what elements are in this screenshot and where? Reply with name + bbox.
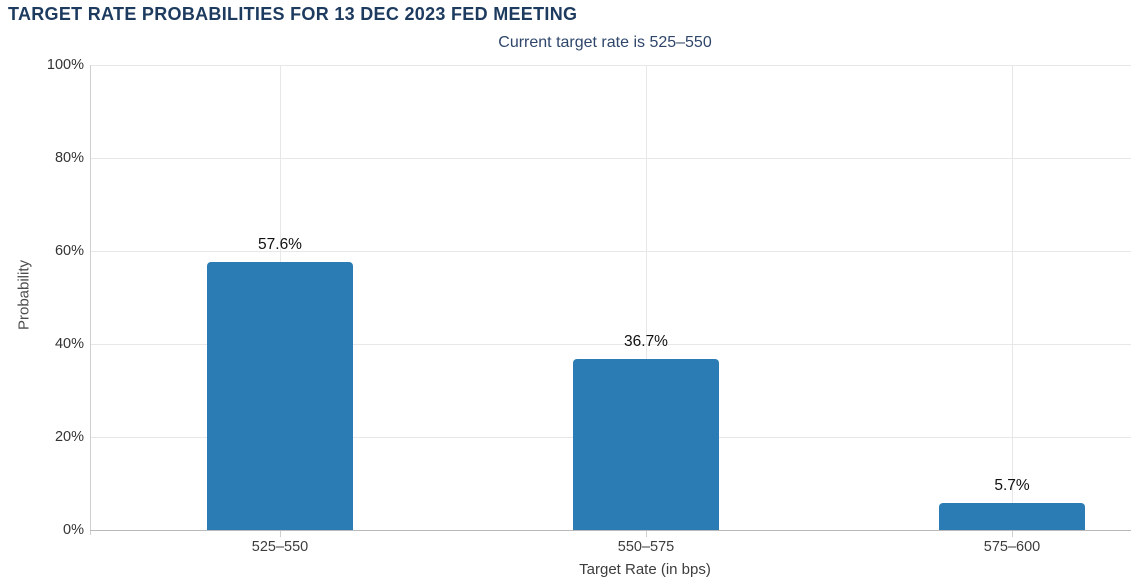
y-tick-label: 80%: [54, 150, 84, 166]
gridline-y: [90, 158, 1131, 159]
watermark-artifact: [1122, 149, 1131, 160]
y-tick-label: 40%: [54, 336, 84, 352]
x-axis-tick: [280, 531, 281, 537]
y-axis-title: Probability: [15, 259, 33, 331]
bar-value-label: 57.6%: [258, 236, 302, 254]
x-axis-title: Target Rate (in bps): [579, 561, 711, 578]
y-tick-label: 60%: [54, 243, 84, 259]
chart-title: TARGET RATE PROBABILITIES FOR 13 DEC 202…: [8, 4, 578, 24]
bar-525–550[interactable]: [207, 262, 353, 530]
gridline-y: [90, 344, 1131, 345]
y-tick-label: 20%: [54, 429, 84, 445]
y-axis-line: [90, 65, 91, 535]
x-axis-tick: [1012, 531, 1013, 537]
x-tick-label: 525–550: [251, 539, 309, 555]
gridline-x: [1012, 65, 1013, 530]
bar-575–600[interactable]: [939, 503, 1085, 530]
bar-value-label: 36.7%: [624, 333, 668, 351]
gridline-x: [646, 65, 647, 530]
x-axis-line: [90, 530, 1131, 531]
y-tick-label: 100%: [46, 57, 84, 73]
bar-550–575[interactable]: [573, 359, 719, 530]
x-tick-label: 550–575: [617, 539, 675, 555]
watermark-artifact: [1117, 115, 1131, 126]
gridline-y: [90, 65, 1131, 66]
bar-value-label: 5.7%: [994, 477, 1030, 495]
x-tick-label: 575–600: [983, 539, 1041, 555]
y-tick-label: 0%: [63, 522, 84, 538]
chart-subtitle: Current target rate is 525–550: [498, 34, 712, 51]
gridline-y: [90, 251, 1131, 252]
x-axis-tick: [646, 531, 647, 537]
